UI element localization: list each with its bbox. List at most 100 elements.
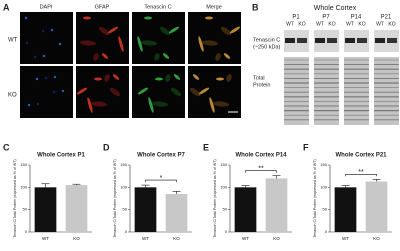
error-bar xyxy=(172,191,181,195)
cell xyxy=(50,28,54,32)
error-bar xyxy=(41,183,50,188)
chart-title: Whole Cortex P21 xyxy=(335,153,387,159)
cell xyxy=(205,16,213,20)
cell xyxy=(223,53,231,59)
error-bar xyxy=(372,178,381,182)
significance-bracket xyxy=(145,179,177,183)
y-tick-label: 150 xyxy=(320,162,327,167)
band-label: Tenascin C xyxy=(253,37,280,43)
x-tick-label: KO xyxy=(373,236,380,241)
significance-bracket xyxy=(345,173,377,177)
band xyxy=(375,38,385,43)
age-label: P1 xyxy=(292,15,300,21)
y-tick-label: 50 xyxy=(23,207,28,212)
row-label: WT xyxy=(8,38,18,44)
y-tick-label: 150 xyxy=(120,162,127,167)
significance: ** xyxy=(358,169,364,176)
micrographs: DAPI GFAP Tenascin C Merge xyxy=(20,4,241,118)
micrograph xyxy=(188,12,241,64)
cell xyxy=(198,87,210,95)
age-label: P7 xyxy=(322,15,330,21)
y-tick-label: 100 xyxy=(320,184,327,189)
cell xyxy=(213,101,229,107)
age-label: P21 xyxy=(381,15,392,21)
y-axis-label: Tenascin C/Total Protein (expressed as %… xyxy=(13,159,17,237)
panel-letter: F xyxy=(303,142,309,152)
cell xyxy=(144,16,152,20)
panel-letter: D xyxy=(103,142,110,152)
genotype-label: WT xyxy=(316,21,324,27)
cell xyxy=(154,53,160,61)
blot-strip xyxy=(344,30,369,52)
cell xyxy=(112,74,120,80)
y-axis-label: Tenascin C/Total Protein (expressed as %… xyxy=(113,159,117,237)
y-tick-label: 150 xyxy=(20,162,27,167)
x-tick-label: KO xyxy=(273,236,280,241)
cell xyxy=(94,77,102,81)
cell xyxy=(25,41,29,45)
y-tick-label: 50 xyxy=(123,207,128,212)
significance-bracket xyxy=(245,170,277,173)
band xyxy=(297,38,307,43)
cell xyxy=(87,97,93,113)
cell xyxy=(148,97,154,113)
cell xyxy=(83,16,91,20)
column-label: Tenascin C xyxy=(144,4,171,10)
cell xyxy=(220,26,232,36)
y-tick-label: 100 xyxy=(220,184,227,189)
cell xyxy=(42,54,46,58)
micrograph xyxy=(20,12,73,64)
cell xyxy=(168,26,180,34)
cell xyxy=(229,26,241,34)
blot-title: Whole Cortex xyxy=(314,5,357,12)
y-tick-label: 150 xyxy=(220,162,227,167)
genotype-label: WT xyxy=(286,21,294,27)
cell xyxy=(173,74,181,80)
cell xyxy=(109,87,121,97)
cell xyxy=(107,26,119,34)
genotype-label: WT xyxy=(346,21,354,27)
y-tick-label: 0 xyxy=(225,229,228,234)
significance: * xyxy=(160,175,163,182)
cell xyxy=(101,53,109,59)
blot-strip xyxy=(284,57,309,125)
panel-letter: B xyxy=(252,2,259,12)
cell xyxy=(27,103,31,107)
cell xyxy=(98,26,110,36)
micrograph xyxy=(20,66,73,118)
blot-strip xyxy=(374,57,399,125)
cell xyxy=(104,74,110,82)
panel-letter: A xyxy=(3,2,10,12)
cell xyxy=(152,101,168,107)
blot-strip xyxy=(284,30,309,52)
cell xyxy=(165,74,171,82)
y-tick-label: 0 xyxy=(125,229,128,234)
cell xyxy=(137,87,149,95)
chart-title: Whole Cortex P7 xyxy=(137,153,185,159)
cell xyxy=(93,53,99,61)
x-tick-label: WT xyxy=(142,236,149,241)
chart-title: Whole Cortex P1 xyxy=(37,153,85,159)
bar xyxy=(334,187,357,232)
bar xyxy=(234,187,257,232)
cell xyxy=(58,42,62,46)
charts: C Whole Cortex P1 Tenascin C/Total Protein… xyxy=(3,142,392,241)
band-size: (~250 kDa) xyxy=(253,44,281,50)
column-label: DAPI xyxy=(40,4,53,10)
cell xyxy=(91,101,107,107)
cell xyxy=(137,36,143,52)
band xyxy=(285,38,295,43)
y-tick-label: 0 xyxy=(325,229,328,234)
bar xyxy=(265,178,288,232)
y-tick-label: 100 xyxy=(20,184,27,189)
cell xyxy=(202,40,218,46)
y-tick-label: 50 xyxy=(223,207,228,212)
cell xyxy=(155,77,163,81)
bar xyxy=(165,194,188,232)
panel-letter: C xyxy=(3,142,10,152)
column-label: Merge xyxy=(206,4,222,10)
error-bar xyxy=(141,184,150,188)
bar xyxy=(134,187,157,232)
panel-letter: E xyxy=(203,142,209,152)
x-tick-label: KO xyxy=(173,236,180,241)
